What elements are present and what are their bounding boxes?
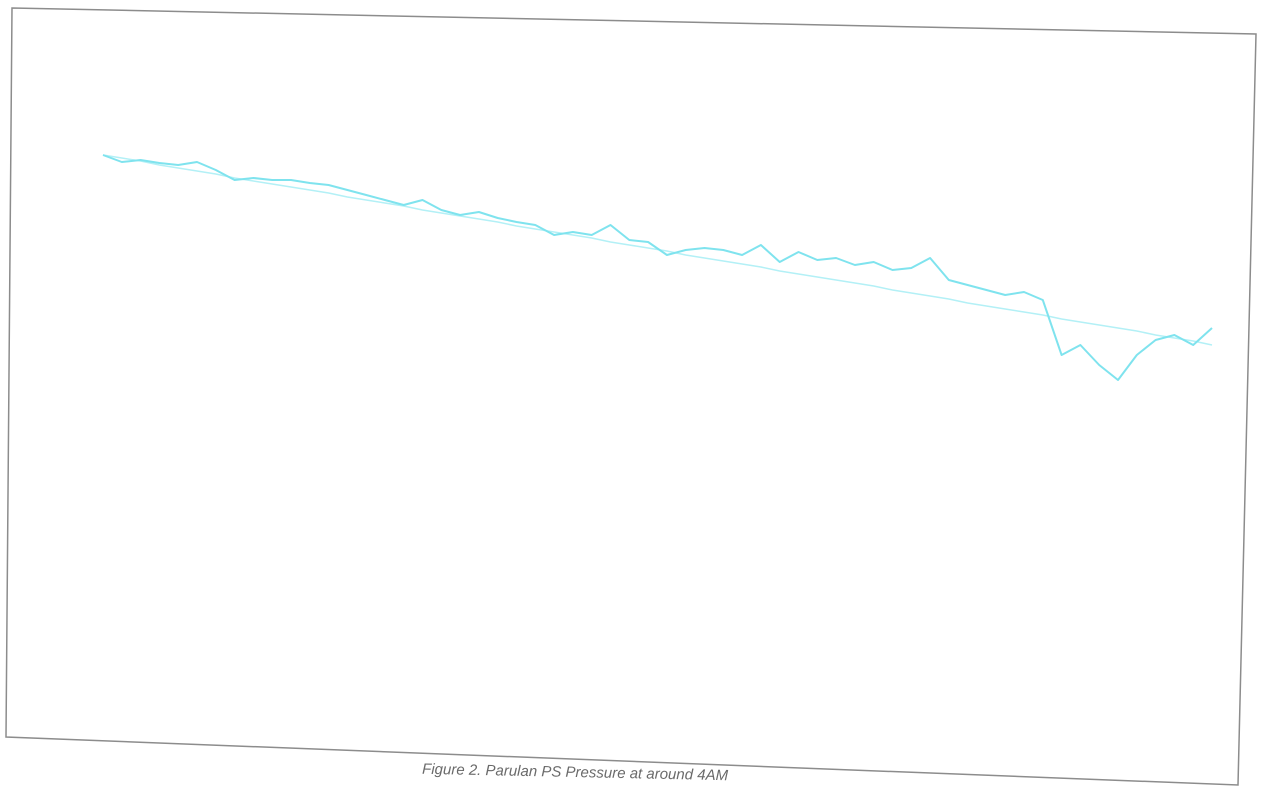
trend-line bbox=[102, 154, 1213, 346]
caption: Figure 2. Parulan PS Pressure at around … bbox=[422, 761, 729, 784]
frame bbox=[5, 7, 1257, 786]
pressure-line bbox=[102, 154, 1213, 381]
